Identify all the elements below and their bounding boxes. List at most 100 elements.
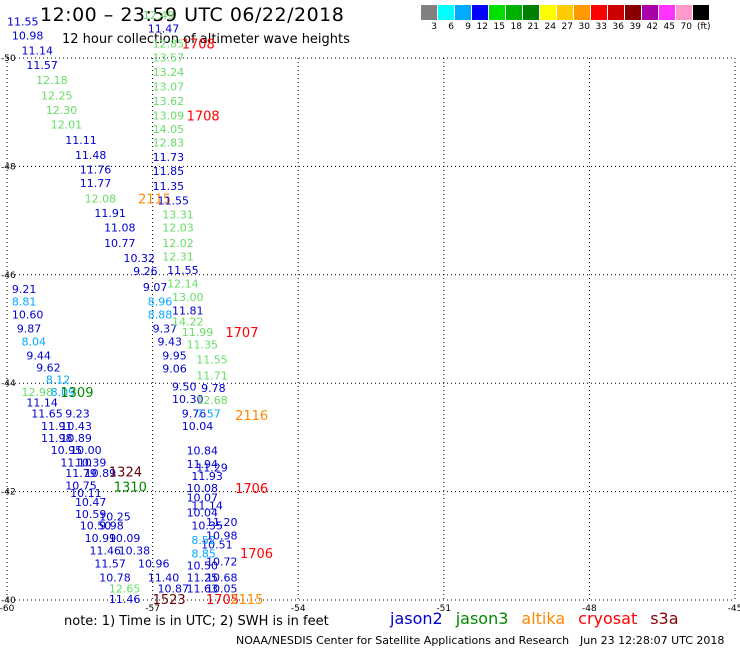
wave-height-label: 1706 [235,482,268,497]
legend-item-altika: altika [521,609,566,628]
wave-height-label: 10.89 [85,467,117,480]
wave-height-label: 8.09 [51,386,76,399]
color-swatch [506,5,523,20]
wave-height-label: 9.26 [133,265,158,278]
legend-item-jason3: jason3 [455,609,509,628]
generated-timestamp: Jun 23 12:28:07 UTC 2018 [580,634,725,647]
wave-height-label: 11.98 [41,432,72,445]
wave-height-label: 12.02 [162,237,194,250]
wave-height-label: 10.43 [60,420,92,433]
wave-height-label: 10.30 [172,393,204,406]
x-axis-tick-label: -60 [0,604,15,614]
color-swatch [642,5,659,20]
color-swatch [472,5,489,20]
wave-height-label: 11.57 [26,59,58,72]
wave-height-label: 11.55 [167,264,199,277]
wave-height-label: 11.71 [196,370,228,383]
wave-height-label: 10.32 [123,252,155,265]
color-scale-tick: 39 [629,22,641,32]
wave-height-label: 11.55 [196,353,228,366]
color-scale-unit: (ft) [697,22,711,32]
wave-height-label: 10.08 [187,482,219,495]
wave-height-label: 12.31 [162,250,194,263]
wave-height-label: 10.68 [206,572,238,585]
x-axis-tick-label: -48 [582,604,597,614]
wave-height-label: 10.98 [12,30,44,43]
wave-height-label: 11.91 [41,420,72,433]
y-axis-tick-label: -42 [1,488,16,498]
wave-height-label: 12.83 [153,137,185,150]
color-swatch [625,5,642,20]
color-scale-tick: 6 [448,22,454,32]
grid-lines [6,57,736,601]
wave-height-label: 10.35 [191,520,223,533]
wave-height-label: 1523 [153,593,186,608]
wave-height-label: 14.05 [153,123,185,136]
wave-height-label: 10.99 [85,532,117,545]
x-axis-tick-label: -57 [145,604,160,614]
wave-height-label: 1705 [206,593,239,608]
credit-line: NOAA/NESDIS Center for Satellite Applica… [236,634,570,647]
color-scale-legend: 3 6 9 12 15 18 21 24 27 30 33 36 39 42 45 70 (ft) [421,5,711,32]
wave-height-label: 11.48 [75,149,107,162]
wave-height-label: 11.11 [65,134,97,147]
wave-height-label: 8.52 [191,534,216,547]
wave-height-label: 11.81 [172,305,204,318]
wave-height-label: 10.95 [51,444,83,457]
wave-height-label: 10.51 [201,539,233,552]
wave-height-label: 12.68 [196,394,228,407]
y-axis-tick-label: -46 [1,271,16,281]
wave-height-label: 11.57 [94,558,126,571]
wave-height-label: 9.50 [172,380,197,393]
color-scale-tick: 15 [493,22,505,32]
wave-height-label: 11.93 [191,470,223,483]
wave-height-label: 10.07 [187,492,219,505]
wave-height-label: 11.85 [153,165,185,178]
wave-height-label: 11.94 [187,458,219,471]
wave-height-label: 12.49 [143,9,175,22]
wave-height-label: 11.46 [109,593,141,606]
color-scale-tick: 27 [561,22,573,32]
wave-height-label: 10.98 [206,529,238,542]
wave-height-label: 10.04 [187,507,219,520]
wave-height-label: 10.39 [75,456,107,469]
wave-height-label: 10.72 [206,555,238,568]
color-scale-tick: 33 [595,22,607,32]
color-scale-tick: 21 [527,22,539,32]
wave-height-label: 10.78 [99,572,131,585]
wave-height-label: 13.31 [162,209,194,222]
wave-height-label: 9.43 [157,335,182,348]
y-axis-tick-label: -50 [1,54,16,64]
x-axis-tick-label: -51 [436,604,451,614]
legend-item-jason2: jason2 [390,609,443,628]
wave-height-label: 8.96 [148,295,173,308]
wave-height-label: 11.46 [90,545,122,558]
wave-height-label: 11.10 [60,456,92,469]
wave-height-label: 9.62 [36,361,61,374]
y-axis-tick-label: -44 [1,379,16,389]
wave-height-label: 11.77 [80,177,112,190]
wave-height-label: 11.76 [80,164,112,177]
wave-height-label: 13.09 [153,109,185,122]
satellite-legend: jason2 jason3 altika cryosat s3a [390,609,692,628]
wave-height-label: 9.95 [162,350,187,363]
wave-height-label: 11.65 [31,408,63,421]
wave-height-label: 9.37 [153,322,178,335]
axis-tick-labels: -60 -57 -54 -51 -48 -45 -40 -42 -44 -46 -48 -50 [0,54,740,614]
wave-height-label: 12.01 [51,119,83,132]
wave-height-label: 10.75 [65,480,97,493]
color-swatch [557,5,574,20]
wave-height-label: 9.06 [162,363,187,376]
y-axis-tick-label: -48 [1,162,16,172]
wave-height-label: 11.55 [157,195,189,208]
color-swatch [421,5,438,20]
wave-height-label: 10.47 [75,496,107,509]
wave-height-label: 13.24 [153,66,185,79]
color-scale-tick: 36 [612,22,624,32]
wave-height-label: 2115 [138,192,171,207]
wave-height-label: 9.21 [12,283,37,296]
wave-height-label: 11.14 [191,500,223,513]
legend-item-cryosat: cryosat [578,609,638,628]
wave-height-label: 10.87 [157,583,189,596]
color-swatch [659,5,676,20]
